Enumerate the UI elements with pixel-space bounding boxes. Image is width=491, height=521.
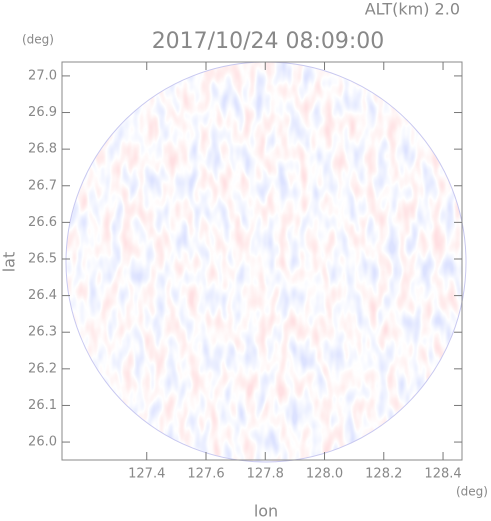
plot-frame	[61, 61, 463, 461]
y-tick-label: 26.5	[28, 251, 57, 266]
x-tick-label: 127.6	[187, 467, 224, 482]
y-tick-label: 26.2	[28, 361, 57, 376]
y-tick-label: 26.7	[28, 178, 57, 193]
x-tick-label: 127.4	[128, 467, 165, 482]
y-tick-label: 26.4	[28, 288, 57, 303]
x-unit: (deg)	[456, 485, 488, 499]
y-unit: (deg)	[22, 33, 54, 47]
y-axis-label: lat	[0, 252, 19, 273]
x-tick-label: 128.0	[306, 467, 343, 482]
x-tick-label: 127.8	[247, 467, 284, 482]
y-tick-label: 26.6	[28, 215, 57, 230]
y-tick-label: 26.3	[28, 325, 57, 340]
y-tick-label: 26.9	[28, 105, 57, 120]
y-tick-label: 27.0	[28, 68, 57, 83]
radar-texture	[66, 62, 462, 462]
x-tick-label: 128.2	[365, 467, 402, 482]
y-tick-label: 26.1	[28, 398, 57, 413]
altitude-label: ALT(km) 2.0	[365, 0, 460, 19]
radar-field	[66, 62, 462, 462]
x-tick-label: 128.4	[424, 467, 461, 482]
chart-title: 2017/10/24 08:09:00	[152, 29, 385, 54]
y-tick-label: 26.0	[28, 435, 57, 450]
y-tick-label: 26.8	[28, 142, 57, 157]
x-axis-label: lon	[254, 502, 278, 521]
